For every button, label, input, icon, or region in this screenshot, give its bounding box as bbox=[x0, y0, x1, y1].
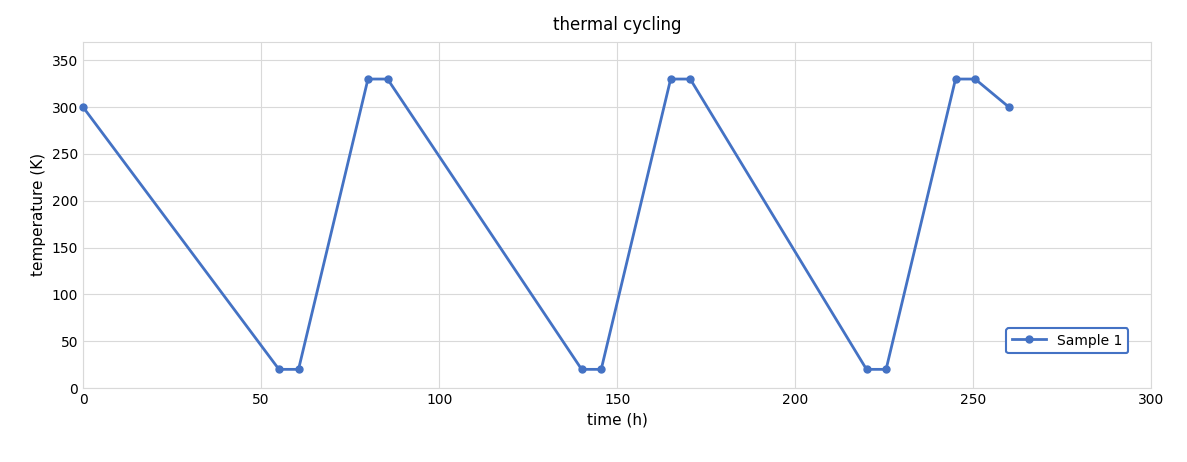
Sample 1 bbox=[272, 366, 286, 372]
Sample 1 bbox=[291, 366, 305, 372]
Sample 1 bbox=[859, 366, 874, 372]
Sample 1 bbox=[575, 366, 589, 372]
Y-axis label: temperature (K): temperature (K) bbox=[31, 153, 46, 276]
Sample 1 bbox=[1002, 104, 1016, 110]
Legend: Sample 1: Sample 1 bbox=[1007, 328, 1129, 353]
Sample 1 bbox=[684, 76, 698, 82]
Title: thermal cycling: thermal cycling bbox=[553, 17, 681, 35]
Sample 1 bbox=[948, 76, 963, 82]
Sample 1 bbox=[380, 76, 394, 82]
Sample 1 bbox=[361, 76, 375, 82]
X-axis label: time (h): time (h) bbox=[586, 413, 648, 427]
Sample 1 bbox=[878, 366, 893, 372]
Sample 1 bbox=[76, 104, 90, 110]
Line: Sample 1: Sample 1 bbox=[80, 76, 1013, 373]
Sample 1 bbox=[967, 76, 982, 82]
Sample 1 bbox=[664, 76, 678, 82]
Sample 1 bbox=[594, 366, 608, 372]
